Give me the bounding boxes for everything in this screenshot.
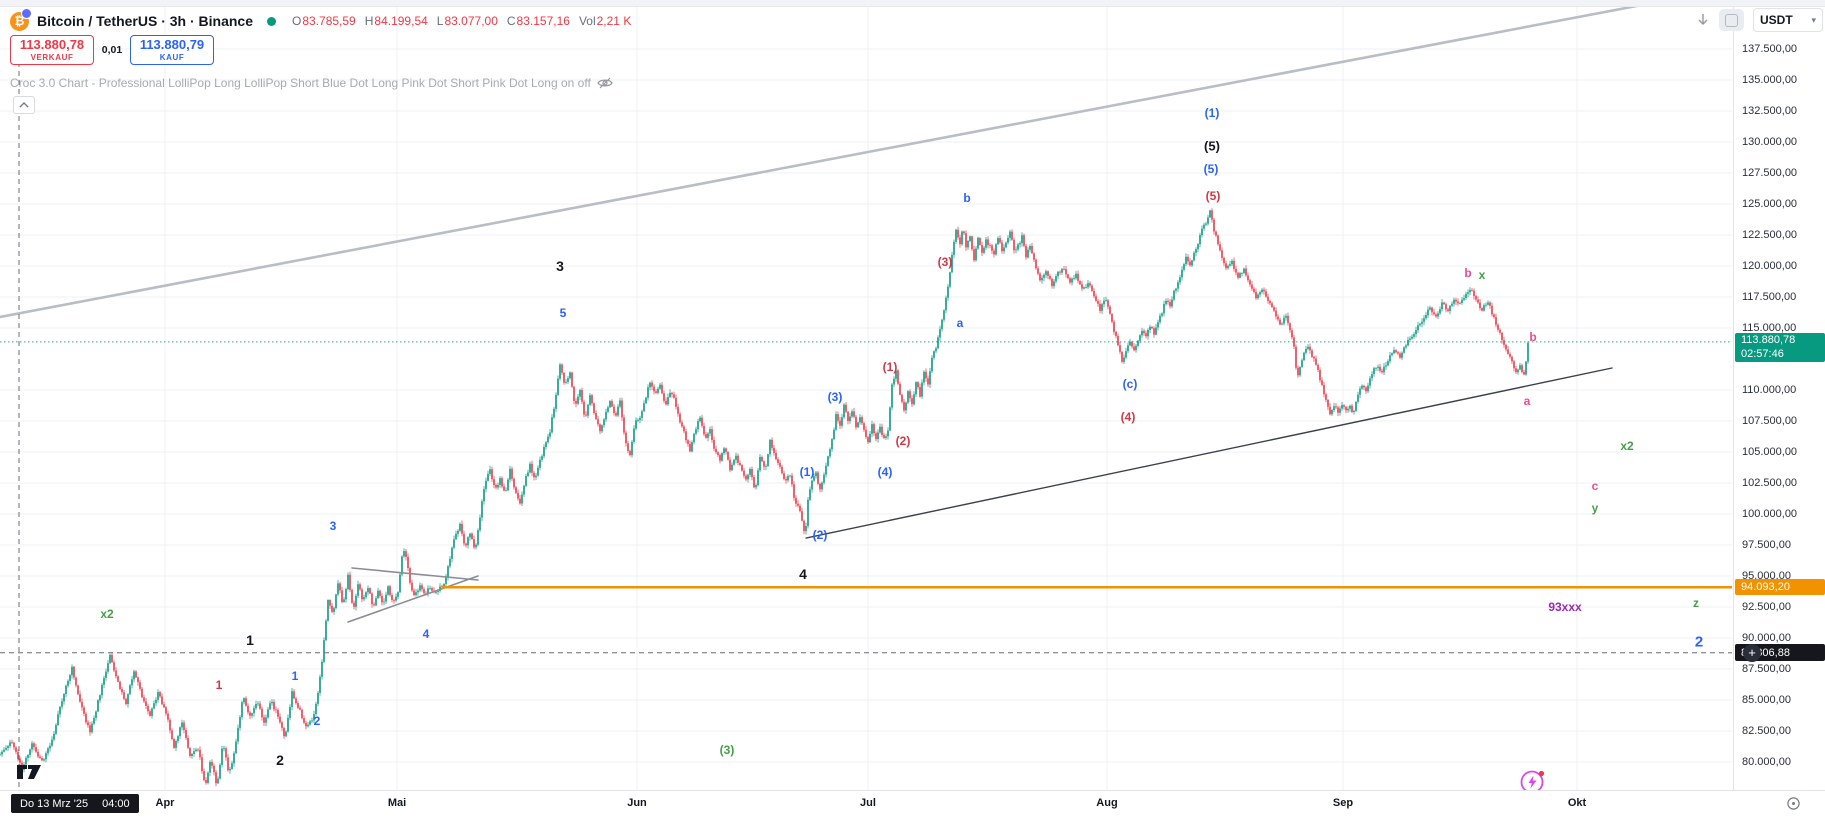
close-label: C xyxy=(506,14,516,28)
low-value: 83.077,00 xyxy=(444,14,498,28)
scroll-to-recent-icon[interactable] xyxy=(1696,13,1710,27)
price-tick: 137.500,00 xyxy=(1742,43,1798,55)
price-tick: 97.500,00 xyxy=(1742,539,1791,551)
bitcoin-icon: ₿ xyxy=(10,7,32,31)
buy-price: 113.880,79 xyxy=(139,37,205,52)
crosshair-date: Do 13 Mrz '25 xyxy=(20,797,89,810)
spread-value: 0,01 xyxy=(101,44,123,56)
price-tick: 92.500,00 xyxy=(1742,601,1791,613)
time-tick: Aug xyxy=(1096,797,1118,809)
crosshair-time-badge: Do 13 Mrz '25 04:00 xyxy=(11,794,139,813)
candlestick-chart[interactable] xyxy=(0,0,1732,790)
price-tick: 122.500,00 xyxy=(1742,229,1798,241)
add-alert-plus-button[interactable]: + xyxy=(1743,643,1761,662)
price-tick: 130.000,00 xyxy=(1742,136,1798,148)
price-tick: 80.000,00 xyxy=(1742,756,1791,768)
last-price-badge: 113.880,78 02:57:46 xyxy=(1735,333,1825,363)
indicator-title[interactable]: Croc 3.0 Chart - Professional LolliPop L… xyxy=(10,76,591,90)
price-tick: 85.000,00 xyxy=(1742,694,1791,706)
last-price-value: 113.880,78 xyxy=(1741,334,1796,347)
time-tick: Okt xyxy=(1567,797,1587,809)
tradingview-logo xyxy=(16,762,42,787)
price-tick: 102.500,00 xyxy=(1742,477,1798,489)
time-axis[interactable]: Apr Mai Jun Jul Aug Sep Okt Do 13 Mrz '25 04:0… xyxy=(0,790,1825,818)
timezone-settings-icon[interactable] xyxy=(1786,796,1801,816)
symbol-title[interactable]: Bitcoin / TetherUS · 3h · Binance xyxy=(37,13,253,29)
bar-countdown: 02:57:46 xyxy=(1741,348,1784,361)
time-tick: Sep xyxy=(1332,797,1354,809)
notification-dot xyxy=(21,7,32,19)
time-tick: Mai xyxy=(387,797,407,809)
chevron-down-icon: ▾ xyxy=(1811,14,1816,25)
high-label: H xyxy=(364,14,374,28)
currency-selector[interactable]: USDT ▾ xyxy=(1753,8,1823,32)
indicator-legend[interactable]: Croc 3.0 Chart - Professional LolliPop L… xyxy=(10,76,613,90)
price-tick: 120.000,00 xyxy=(1742,260,1798,272)
ohlc-values: O 83.785,59 H 84.199,54 L 83.077,00 C 83.157… xyxy=(292,14,631,28)
time-tick: Jun xyxy=(627,797,647,809)
price-tick: 95.000,00 xyxy=(1742,570,1791,582)
price-axis[interactable]: 137.500,00 135.000,00 132.500,00 130.000,00… xyxy=(1733,0,1825,790)
eye-hidden-icon[interactable] xyxy=(597,77,613,89)
price-tick: 127.500,00 xyxy=(1742,167,1798,179)
orange-level-value: 94.093,20 xyxy=(1741,581,1790,594)
currency-value: USDT xyxy=(1760,13,1793,27)
open-label: O xyxy=(292,14,302,28)
price-tick: 110.000,00 xyxy=(1742,384,1797,396)
price-tick: 115.000,00 xyxy=(1742,322,1797,334)
chevron-up-icon xyxy=(19,102,29,108)
live-indicator-dot xyxy=(267,16,276,26)
price-tick: 87.500,00 xyxy=(1742,663,1791,675)
maximize-icon[interactable] xyxy=(1719,9,1744,31)
time-tick: Jul xyxy=(860,797,876,809)
symbol-header: ₿ Bitcoin / TetherUS · 3h · Binance O 83.… xyxy=(10,7,631,32)
window-top-strip xyxy=(0,0,1825,7)
price-tick: 125.000,00 xyxy=(1742,198,1798,210)
sell-button[interactable]: 113.880,78 VERKAUF xyxy=(10,35,94,65)
axis-controls: USDT ▾ xyxy=(1696,8,1823,32)
price-tick: 107.500,00 xyxy=(1742,415,1798,427)
sell-price: 113.880,78 xyxy=(19,37,85,52)
open-value: 83.785,59 xyxy=(302,14,356,28)
buy-label: KAUF xyxy=(159,53,185,62)
price-tick: 105.000,00 xyxy=(1742,446,1798,458)
price-tick: 117.500,00 xyxy=(1742,291,1797,303)
high-value: 84.199,54 xyxy=(374,14,428,28)
trade-panel: 113.880,78 VERKAUF 0,01 113.880,79 KAUF xyxy=(10,35,214,65)
volume-value: 2,21 K xyxy=(596,14,632,28)
price-tick: 135.000,00 xyxy=(1742,74,1798,86)
time-tick: Apr xyxy=(155,797,175,809)
price-tick: 100.000,00 xyxy=(1742,508,1798,520)
price-tick: 82.500,00 xyxy=(1742,725,1791,737)
orange-level-badge: 94.093,20 xyxy=(1735,579,1825,596)
buy-button[interactable]: 113.880,79 KAUF xyxy=(130,35,214,65)
close-value: 83.157,16 xyxy=(516,14,570,28)
price-tick: 132.500,00 xyxy=(1742,105,1798,117)
collapse-pane-button[interactable] xyxy=(13,96,35,114)
volume-label: Vol xyxy=(578,14,596,28)
crosshair-clock: 04:00 xyxy=(102,797,130,810)
sell-label: VERKAUF xyxy=(30,53,74,62)
low-label: L xyxy=(436,14,444,28)
price-tick: 90.000,00 xyxy=(1742,632,1791,644)
